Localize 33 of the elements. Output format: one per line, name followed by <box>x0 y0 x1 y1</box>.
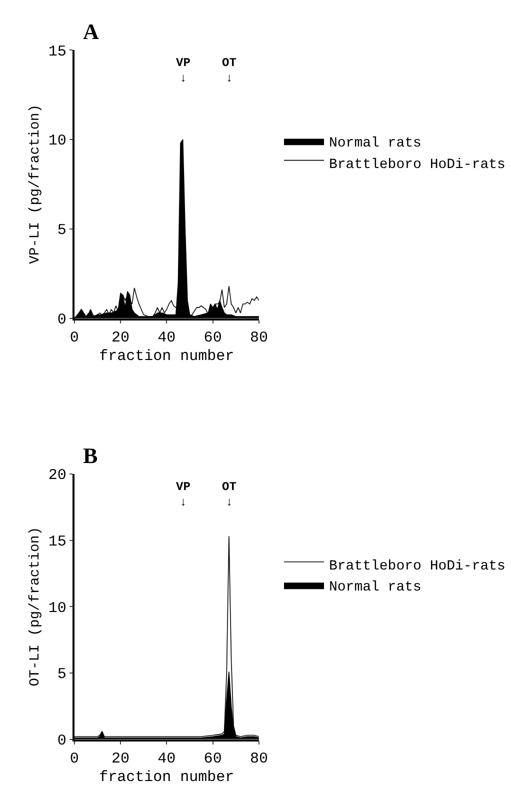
x-tick-label: 80 <box>250 750 268 768</box>
x-tick-label: 20 <box>112 750 130 768</box>
annotation: OT ↓ <box>222 56 236 86</box>
y-axis-title: OT-LI (pg/fraction) <box>27 526 44 686</box>
x-tick-label: 60 <box>204 750 222 768</box>
x-tick-label: 40 <box>158 329 176 346</box>
annotation: VP ↓ <box>176 56 190 86</box>
y-tick-label: 15 <box>48 534 66 551</box>
y-tick-label: 5 <box>57 222 66 240</box>
x-tick-label: 0 <box>70 329 79 346</box>
legend-label: Brattleboro HoDi-rats <box>329 558 506 574</box>
x-axis-title: fraction number <box>99 348 234 365</box>
y-tick-label: 10 <box>48 600 66 617</box>
x-tick-label: 80 <box>250 329 268 346</box>
legend-label: Normal rats <box>329 580 422 596</box>
x-tick-label: 0 <box>70 750 79 768</box>
y-tick-label: 5 <box>57 666 66 684</box>
y-tick-label: 20 <box>48 467 66 484</box>
legend-label: Normal rats <box>329 136 422 152</box>
chart-title: A <box>83 19 99 44</box>
x-tick-label: 40 <box>158 750 176 768</box>
x-tick-label: 20 <box>112 329 130 346</box>
annotation: VP ↓ <box>176 480 190 510</box>
y-tick-label: 0 <box>57 732 66 750</box>
annotation: OT ↓ <box>222 480 236 510</box>
y-axis-title: VP-LI (pg/fraction) <box>27 104 44 264</box>
y-tick-label: 15 <box>48 43 66 60</box>
x-axis-title: fraction number <box>99 768 234 786</box>
legend-label: Brattleboro HoDi-rats <box>329 156 506 173</box>
y-tick-label: 0 <box>57 312 66 329</box>
x-tick-label: 60 <box>204 329 222 346</box>
y-tick-label: 10 <box>48 132 66 150</box>
chart-title: B <box>83 443 98 468</box>
